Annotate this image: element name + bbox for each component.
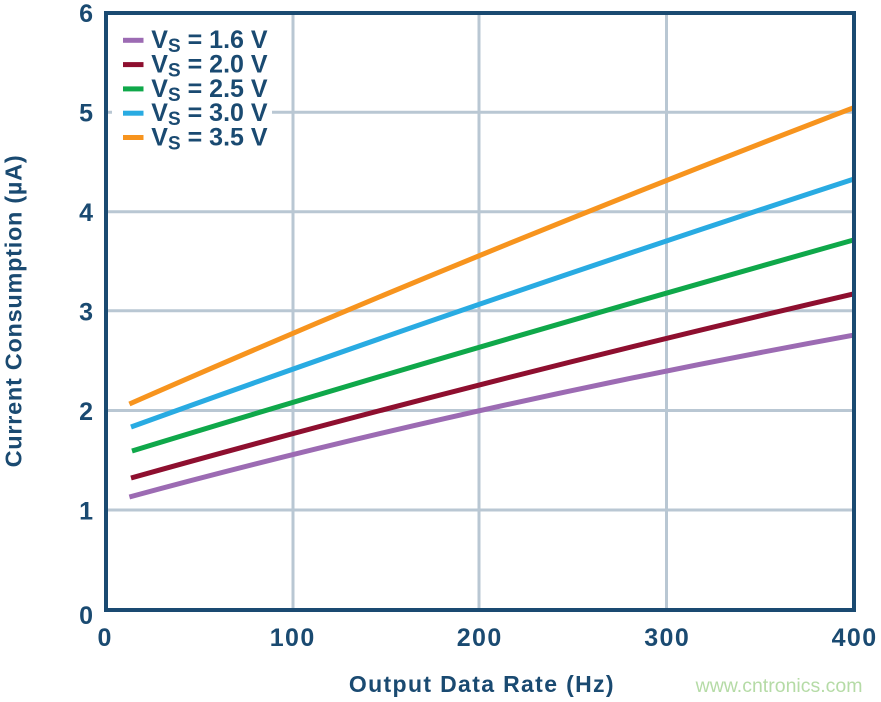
svg-text:VS = 3.0 V: VS = 3.0 V [151,99,268,130]
svg-text:5: 5 [79,99,93,127]
svg-text:300: 300 [644,624,690,652]
svg-text:200: 200 [457,624,503,652]
svg-text:100: 100 [270,624,316,652]
svg-text:400: 400 [832,624,878,652]
svg-text:0: 0 [98,624,112,652]
svg-text:4: 4 [79,199,93,227]
svg-text:www.cntronics.com: www.cntronics.com [695,675,863,697]
svg-text:Current Consumption (µA): Current Consumption (µA) [0,155,26,468]
svg-text:3: 3 [79,298,93,326]
svg-text:VS = 2.5 V: VS = 2.5 V [151,75,268,106]
svg-text:2: 2 [79,398,93,426]
svg-text:6: 6 [79,0,93,28]
svg-text:1: 1 [79,497,93,525]
svg-text:Output Data Rate (Hz): Output Data Rate (Hz) [349,671,615,697]
svg-text:0: 0 [79,602,93,630]
